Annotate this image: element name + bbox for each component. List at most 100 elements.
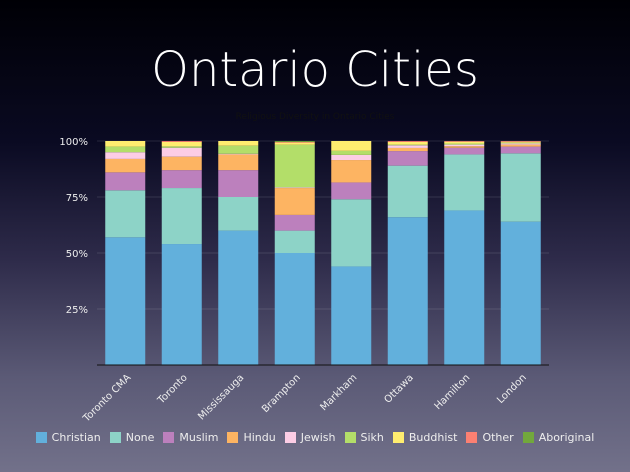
bar-segment-sikh: [161, 146, 202, 148]
bar-segment-sikh: [444, 143, 485, 145]
bar-segment-buddhist: [331, 141, 372, 151]
bar-segment-christian: [387, 217, 428, 365]
y-tick-label: 100%: [59, 137, 88, 148]
bar-segment-muslim: [105, 172, 146, 191]
bar-segment-buddhist: [500, 141, 541, 143]
bar-segment-sikh: [105, 146, 146, 153]
bar-segment-jewish: [331, 154, 372, 161]
legend-label: Aboriginal: [538, 431, 595, 444]
x-tick-label: Toronto CMA: [81, 372, 134, 425]
bar-segment-muslim: [331, 182, 372, 200]
bar-segment-none: [218, 197, 259, 231]
bar-segment-none: [444, 154, 485, 211]
bar-segment-none: [161, 188, 202, 245]
bar-segment-sikh: [331, 150, 372, 155]
legend-swatch: [109, 432, 121, 443]
legend-item: Jewish: [284, 431, 336, 444]
bar-segment-hindu: [387, 147, 428, 152]
x-tick-label: Toronto: [155, 372, 190, 407]
legend-item: Sikh: [344, 431, 384, 444]
bar-segment-jewish: [218, 153, 259, 155]
bar-segment-hindu: [500, 144, 541, 147]
bar-segment-buddhist: [387, 141, 428, 145]
bar-segment-aboriginal: [274, 141, 315, 142]
legend-item: Other: [466, 431, 514, 444]
legend-label: Buddhist: [408, 431, 458, 444]
bar-segment-hindu: [161, 156, 202, 171]
legend-item: Aboriginal: [522, 431, 595, 444]
bar-segment-jewish: [444, 144, 485, 147]
bar-segment-muslim: [218, 170, 259, 197]
bar-segment-none: [105, 190, 146, 238]
bar-segment-other: [500, 141, 541, 142]
legend-label: Other: [482, 431, 514, 444]
chart-legend: Christian None Muslim Hindu Jewish Sikh Buddhi…: [0, 431, 630, 444]
bar-segment-buddhist: [274, 142, 315, 145]
bar-segment-sikh: [274, 144, 315, 188]
bar-segment-jewish: [161, 147, 202, 157]
legend-item: Hindu: [227, 431, 276, 444]
bar-segment-christian: [444, 210, 485, 365]
bar-segment-sikh: [387, 144, 428, 146]
legend-label: Jewish: [300, 431, 336, 444]
legend-item: Christian: [35, 431, 101, 444]
bar-segment-muslim: [444, 147, 485, 155]
legend-swatch: [35, 432, 47, 443]
bar-segment-muslim: [500, 146, 541, 154]
legend-swatch: [392, 432, 404, 443]
bar-segment-jewish: [105, 152, 146, 159]
bar-segment-none: [500, 153, 541, 222]
bar-segment-other: [274, 141, 315, 143]
legend-label: None: [125, 431, 155, 444]
legend-item: None: [109, 431, 155, 444]
bar-segment-hindu: [218, 154, 259, 171]
bar-segment-other: [161, 141, 202, 142]
bar-segment-sikh: [500, 142, 541, 144]
slide-title: Ontario Cities: [151, 42, 479, 98]
x-tick-label: London: [495, 372, 529, 406]
bar-segment-none: [387, 165, 428, 218]
bar-segment-christian: [105, 237, 146, 365]
legend-label: Christian: [51, 431, 101, 444]
x-tick-label: Markham: [318, 372, 359, 413]
bar-segment-christian: [274, 253, 315, 365]
legend-label: Hindu: [243, 431, 276, 444]
bar-segment-christian: [500, 221, 541, 365]
bar-segment-other: [444, 141, 485, 142]
legend-swatch: [522, 432, 534, 443]
bar-segment-none: [331, 199, 372, 267]
bar-segment-buddhist: [161, 141, 202, 147]
bar-segment-jewish: [274, 187, 315, 189]
legend-swatch: [284, 432, 296, 443]
bar-segment-hindu: [444, 146, 485, 148]
bar-segment-other: [387, 141, 428, 142]
legend-item: Muslim: [163, 431, 218, 444]
bar-segment-hindu: [105, 158, 146, 173]
bar-segment-muslim: [274, 214, 315, 231]
bar-segment-hindu: [331, 160, 372, 183]
x-tick-label: Brampton: [260, 372, 303, 415]
bar-segment-christian: [218, 230, 259, 365]
bar-segment-sikh: [218, 145, 259, 154]
legend-item: Buddhist: [392, 431, 458, 444]
y-tick-label: 75%: [66, 193, 88, 204]
legend-swatch: [344, 432, 356, 443]
legend-swatch: [227, 432, 239, 443]
x-tick-label: Hamilton: [433, 372, 473, 412]
bar-segment-buddhist: [444, 141, 485, 144]
bar-segment-buddhist: [218, 141, 259, 146]
bar-segment-christian: [161, 244, 202, 365]
bar-segment-jewish: [387, 145, 428, 148]
x-tick-label: Ottawa: [383, 372, 416, 405]
legend-swatch: [466, 432, 478, 443]
bar-segment-none: [274, 230, 315, 253]
bar-segment-buddhist: [105, 141, 146, 147]
bar-segment-jewish: [500, 143, 541, 145]
bar-segment-hindu: [274, 188, 315, 215]
bar-segment-muslim: [387, 151, 428, 166]
legend-label: Muslim: [179, 431, 219, 444]
x-tick-label: Mississauga: [196, 372, 246, 422]
bar-segment-christian: [331, 266, 372, 365]
y-tick-label: 50%: [66, 249, 88, 260]
